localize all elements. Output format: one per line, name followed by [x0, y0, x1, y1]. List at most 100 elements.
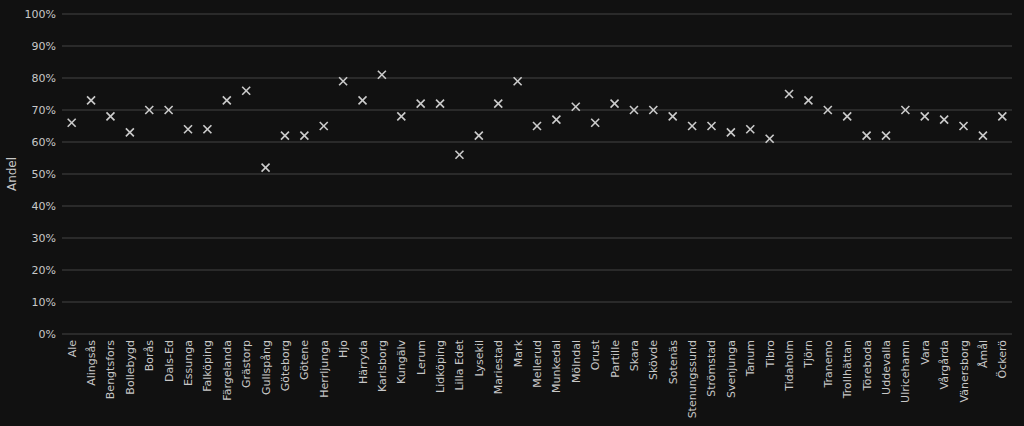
- y-tick-label: 60%: [32, 136, 56, 149]
- point: [591, 119, 599, 127]
- point: [320, 122, 328, 130]
- point: [649, 106, 657, 114]
- grid-line: [62, 78, 1012, 79]
- point: [165, 106, 173, 114]
- y-tick-label: 50%: [32, 168, 56, 181]
- x-tick-label: Lidköping: [434, 340, 447, 393]
- point-stroke: [300, 132, 308, 140]
- x-tick-label: Vänersborg: [958, 340, 971, 402]
- x-tick-label: Vårgårda: [938, 340, 951, 390]
- point-stroke: [87, 96, 95, 104]
- point-stroke: [126, 128, 134, 136]
- point: [901, 106, 909, 114]
- point-stroke: [145, 106, 153, 114]
- point: [397, 112, 405, 120]
- x-tick-label: Alingsås: [85, 340, 98, 386]
- point: [804, 96, 812, 104]
- point: [552, 116, 560, 124]
- point: [378, 71, 386, 79]
- point: [106, 112, 114, 120]
- point-stroke: [417, 100, 425, 108]
- point-stroke: [611, 100, 619, 108]
- point-stroke: [68, 119, 76, 127]
- y-axis-label: Andel: [5, 157, 19, 191]
- x-tick-label: Götene: [298, 340, 311, 380]
- x-tick-label: Färgelanda: [221, 340, 234, 401]
- point: [494, 100, 502, 108]
- point-stroke: [281, 132, 289, 140]
- point: [998, 112, 1006, 120]
- points: [68, 71, 1007, 172]
- point-stroke: [766, 135, 774, 143]
- point-stroke: [688, 122, 696, 130]
- point-stroke: [262, 164, 270, 172]
- point-stroke: [514, 77, 522, 85]
- x-axis: AleAlingsåsBengtsforsBollebygdBoråsDals-…: [66, 339, 1010, 418]
- point-stroke: [242, 87, 250, 95]
- point-stroke: [378, 71, 386, 79]
- x-tick-label: Mellerud: [531, 340, 544, 388]
- point: [68, 119, 76, 127]
- point-stroke: [901, 106, 909, 114]
- x-tick-label: Essunga: [182, 340, 195, 386]
- x-tick-label: Lerum: [415, 340, 428, 375]
- point: [746, 125, 754, 133]
- x-tick-label: Göteborg: [279, 340, 292, 391]
- x-tick-label: Mölndal: [570, 340, 583, 383]
- x-tick-label: Mark: [512, 339, 525, 367]
- x-tick-label: Herrljunga: [318, 340, 331, 398]
- point-stroke: [746, 125, 754, 133]
- point-stroke: [359, 96, 367, 104]
- point: [940, 116, 948, 124]
- x-tick-label: Tranemo: [822, 340, 835, 389]
- x-tick-label: Lilla Edet: [453, 339, 466, 390]
- point-stroke: [552, 116, 560, 124]
- x-tick-label: Svenjunga: [725, 340, 738, 398]
- point-stroke: [378, 71, 386, 79]
- point-stroke: [572, 103, 580, 111]
- x-tick-label: Lysekil: [473, 340, 486, 377]
- point: [707, 122, 715, 130]
- point-stroke: [436, 100, 444, 108]
- point: [785, 90, 793, 98]
- point: [145, 106, 153, 114]
- point-stroke: [417, 100, 425, 108]
- point-stroke: [359, 96, 367, 104]
- point: [630, 106, 638, 114]
- point-stroke: [824, 106, 832, 114]
- x-tick-label: Trollhättan: [841, 340, 854, 399]
- x-tick-label: Åmål: [977, 340, 990, 368]
- point: [572, 103, 580, 111]
- point-stroke: [998, 112, 1006, 120]
- point-stroke: [843, 112, 851, 120]
- point-stroke: [727, 128, 735, 136]
- point: [339, 77, 347, 85]
- point: [843, 112, 851, 120]
- point-stroke: [669, 112, 677, 120]
- point-stroke: [242, 87, 250, 95]
- point-stroke: [843, 112, 851, 120]
- point-stroke: [223, 96, 231, 104]
- point-stroke: [281, 132, 289, 140]
- grid-line: [62, 174, 1012, 175]
- point-stroke: [649, 106, 657, 114]
- point: [533, 122, 541, 130]
- point-stroke: [960, 122, 968, 130]
- x-tick-label: Vara: [919, 340, 932, 365]
- point: [242, 87, 250, 95]
- point: [262, 164, 270, 172]
- x-tick-label: Strömstad: [705, 340, 718, 397]
- point-stroke: [87, 96, 95, 104]
- point-stroke: [397, 112, 405, 120]
- y-tick-label: 90%: [32, 40, 56, 53]
- point-stroke: [979, 132, 987, 140]
- point-stroke: [940, 116, 948, 124]
- grid-line: [62, 142, 1012, 143]
- grid-line: [62, 46, 1012, 47]
- point-stroke: [785, 90, 793, 98]
- point-stroke: [397, 112, 405, 120]
- point-stroke: [106, 112, 114, 120]
- point-stroke: [591, 119, 599, 127]
- point-stroke: [455, 151, 463, 159]
- grid-line: [62, 270, 1012, 271]
